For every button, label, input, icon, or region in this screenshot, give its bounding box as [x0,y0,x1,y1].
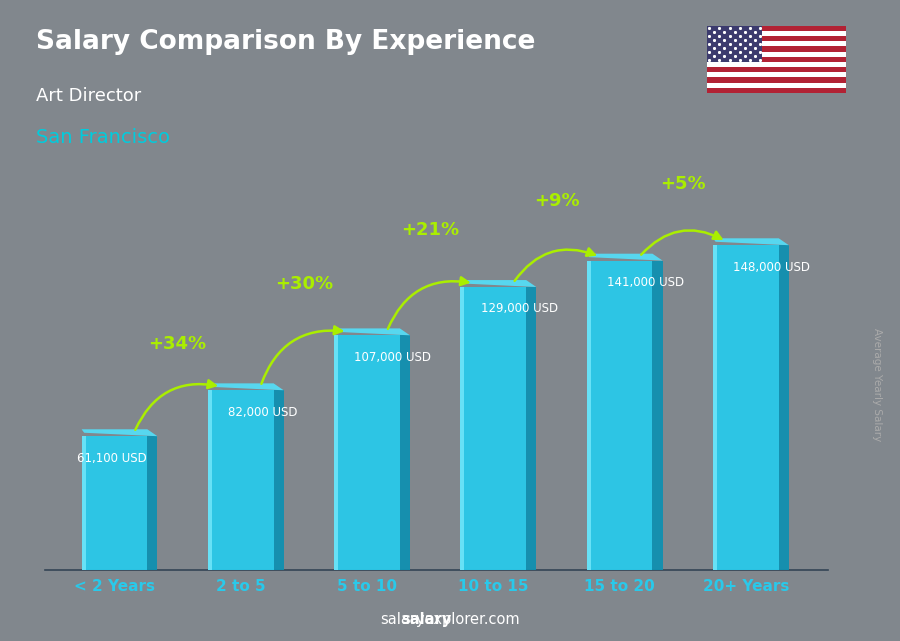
Bar [82,437,148,570]
Bar [706,83,846,88]
Bar [706,26,762,62]
Bar [461,287,464,570]
Text: +21%: +21% [401,221,459,239]
Bar [706,62,846,67]
Bar [778,246,788,570]
Bar [82,437,86,570]
Bar [706,46,846,51]
Text: 148,000 USD: 148,000 USD [734,261,810,274]
Text: Art Director: Art Director [36,87,141,104]
Bar [706,26,846,31]
Bar [706,56,846,62]
Text: salary: salary [401,612,452,627]
Text: +34%: +34% [148,335,207,353]
Text: salaryexplorer.com: salaryexplorer.com [380,612,520,627]
Text: Salary Comparison By Experience: Salary Comparison By Experience [36,29,536,55]
Bar [148,437,157,570]
Bar [713,246,778,570]
Bar [706,41,846,46]
Polygon shape [82,429,158,437]
Bar [274,390,284,570]
Text: San Francisco: San Francisco [36,128,170,147]
Text: +5%: +5% [660,176,706,194]
Bar [334,335,400,570]
Bar [208,390,274,570]
Text: Average Yearly Salary: Average Yearly Salary [872,328,883,441]
Bar [706,31,846,36]
Text: 61,100 USD: 61,100 USD [76,452,147,465]
Text: 107,000 USD: 107,000 USD [355,351,431,363]
Bar [400,335,410,570]
Bar [706,67,846,72]
Text: +9%: +9% [534,192,580,210]
Bar [706,51,846,56]
Text: 129,000 USD: 129,000 USD [481,303,558,315]
Bar [706,72,846,78]
Polygon shape [713,238,788,246]
Bar [706,78,846,83]
Polygon shape [461,280,536,287]
Polygon shape [208,383,284,390]
Bar [461,287,526,570]
Bar [706,88,846,93]
Text: 141,000 USD: 141,000 USD [607,276,684,289]
Bar [526,287,536,570]
Text: 82,000 USD: 82,000 USD [228,406,298,419]
Polygon shape [334,328,410,335]
Bar [652,261,662,570]
Bar [713,246,717,570]
Bar [706,36,846,41]
Polygon shape [587,254,662,261]
Bar [334,335,338,570]
Text: +30%: +30% [274,274,333,292]
Bar [587,261,590,570]
Bar [587,261,652,570]
Bar [208,390,211,570]
